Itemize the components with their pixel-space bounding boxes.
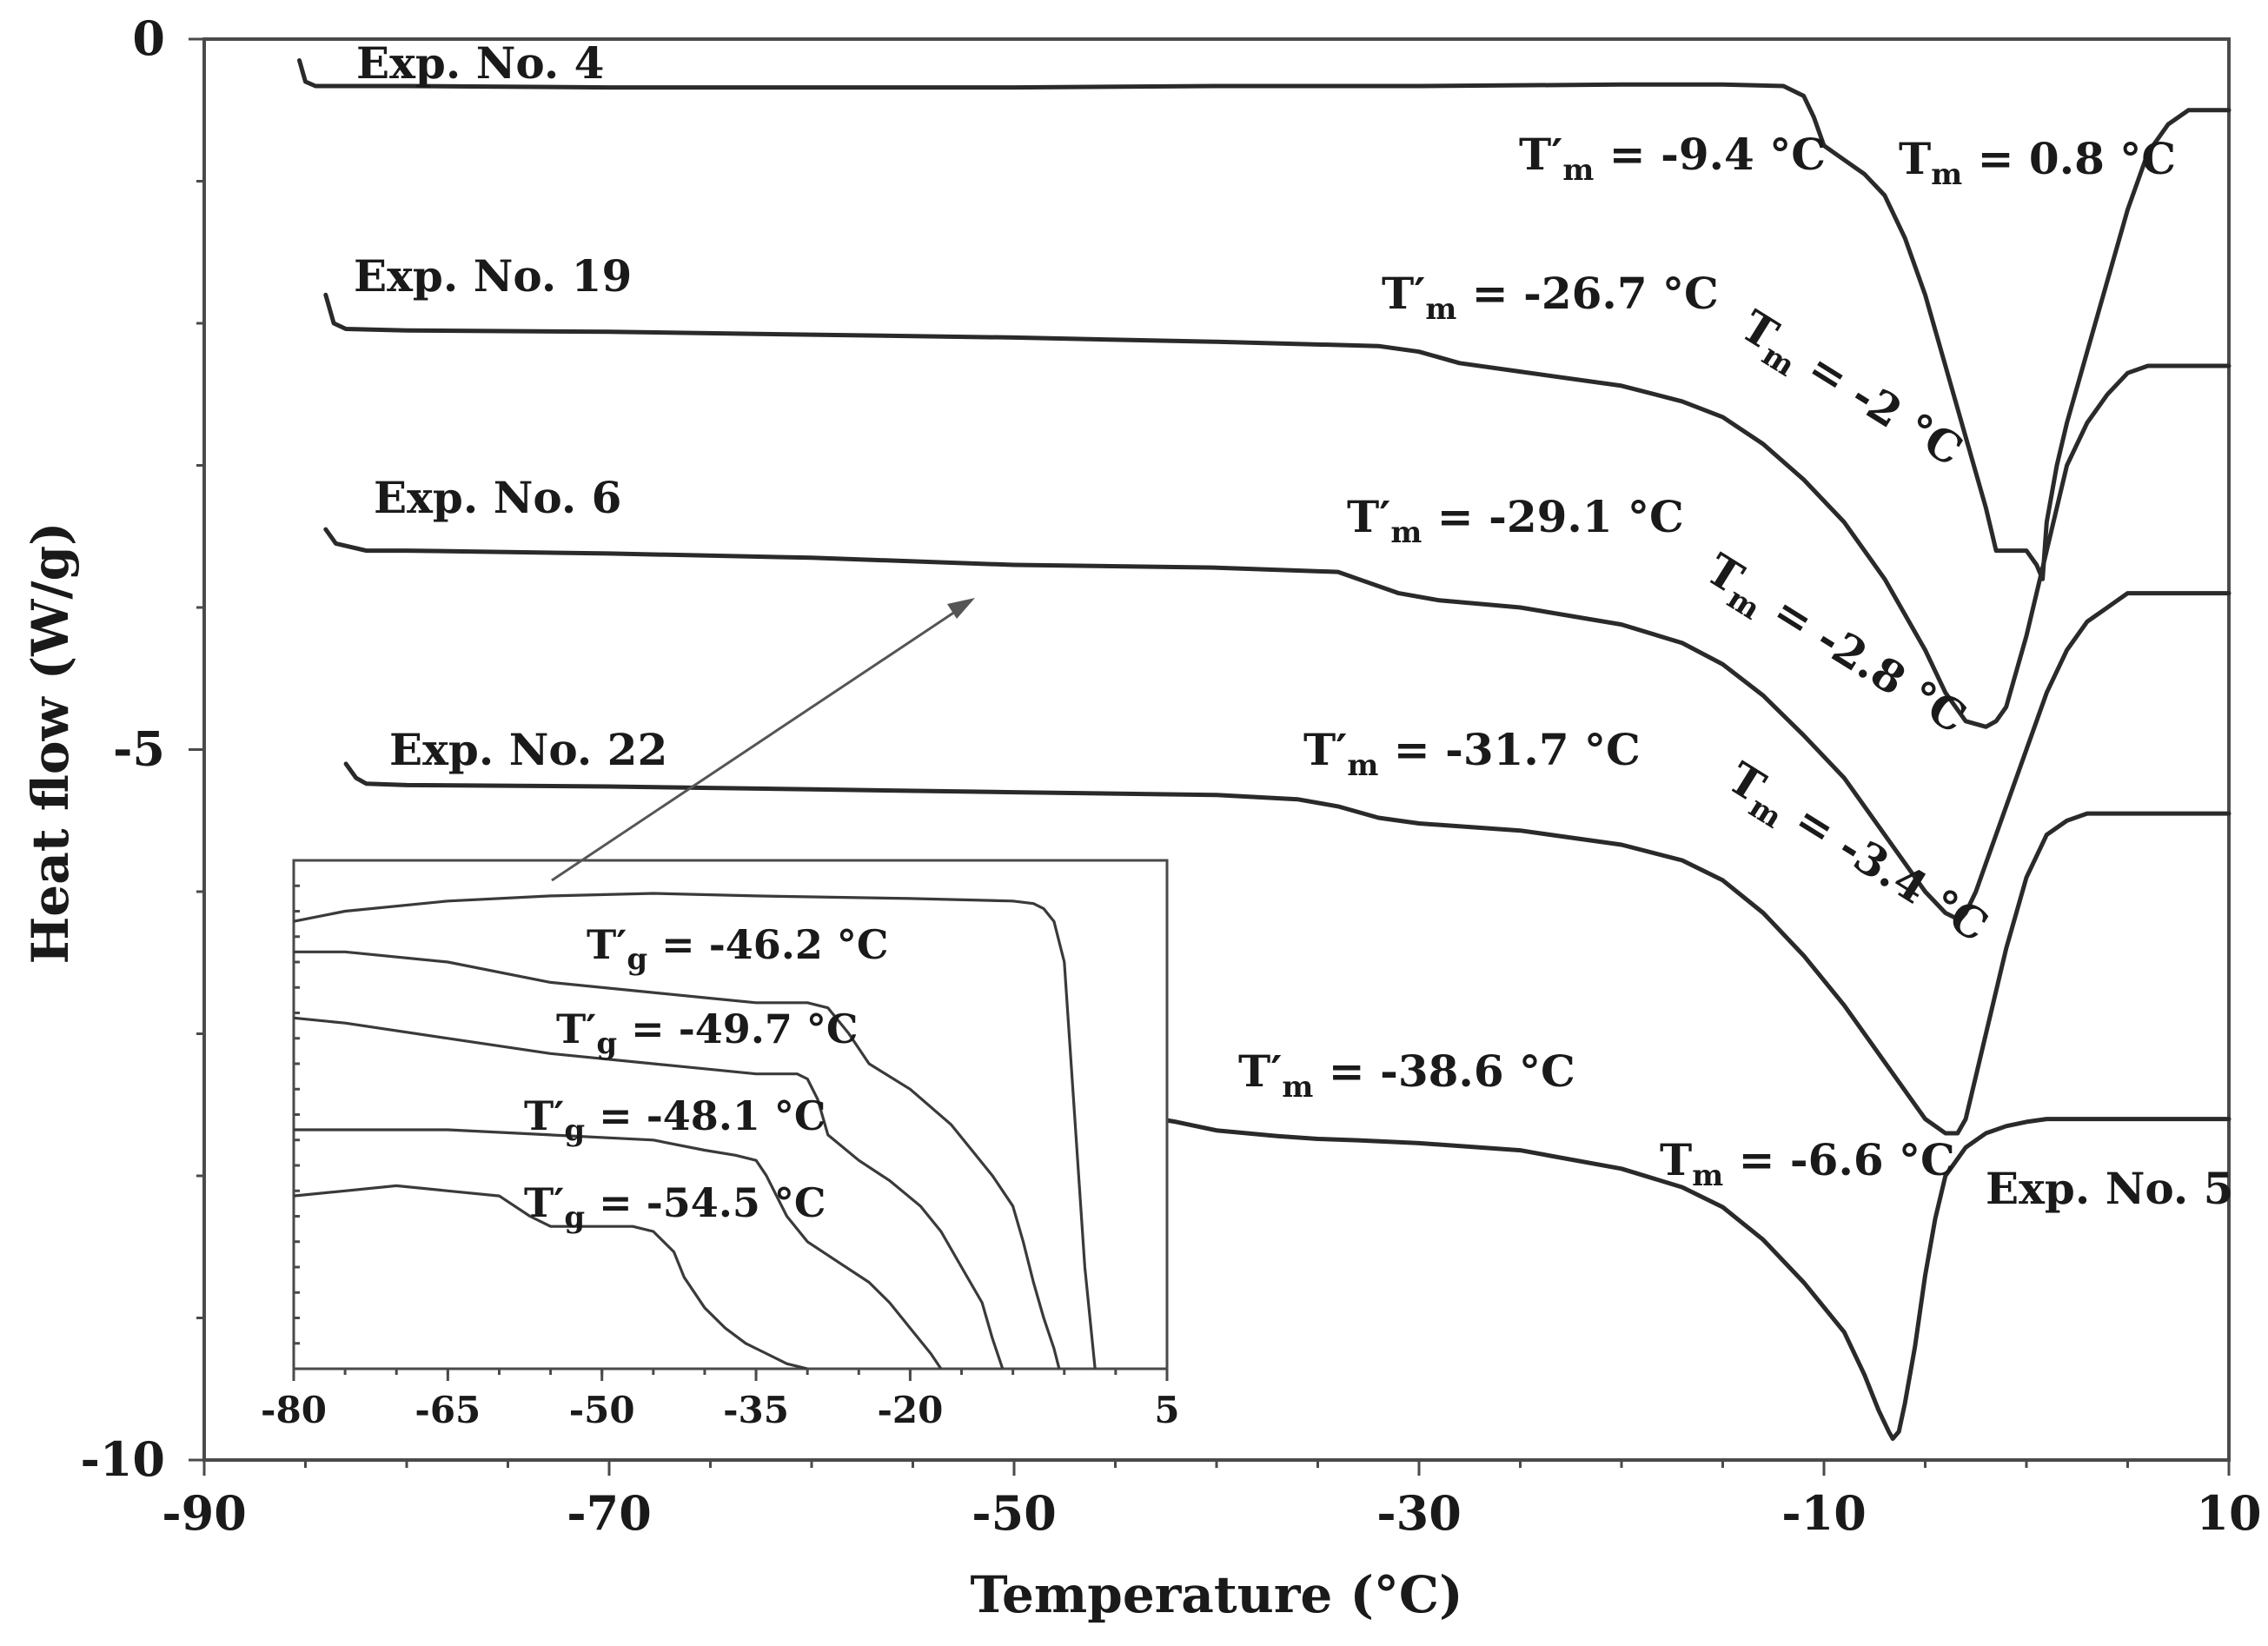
annotation-tg-1: T′g = -46.2 °C [587, 921, 888, 977]
exp-label-19: Exp. No. 19 [354, 250, 632, 302]
inset-background [294, 860, 1167, 1369]
exp-label-5: Exp. No. 5 [1986, 1163, 2233, 1214]
inset-x-tick-label-3: -35 [723, 1389, 789, 1431]
x-tick-label-2: -50 [972, 1485, 1057, 1541]
x-tick-label-3: -30 [1376, 1485, 1462, 1541]
y-tick-label-1: -5 [113, 721, 165, 777]
inset-x-tick-label-4: -20 [877, 1389, 943, 1431]
annotation-tm-prime-6: T′m = -29.1 °C [1347, 491, 1684, 550]
annotation-tm-22: Tm = -3.4 °C [1715, 752, 1997, 959]
inset-series-line-4 [294, 1128, 943, 1370]
y-tick-label-2: -10 [80, 1431, 165, 1487]
inset-x-tick-label-0: -80 [261, 1389, 327, 1431]
series-line-exp-no-4 [297, 58, 2232, 581]
x-tick-label-5: 10 [2196, 1485, 2261, 1541]
x-tick-label-1: -70 [567, 1485, 652, 1541]
series-line-exp-no-22 [343, 761, 2232, 1136]
exp-label-22: Exp. No. 22 [389, 724, 667, 775]
inset-series-line-5 [293, 1184, 808, 1371]
series-line-exp-no-19 [323, 292, 2232, 729]
inset-pointer-arrowhead [947, 598, 975, 619]
annotation-tm-prime-19: T′m = -26.7 °C [1382, 268, 1719, 327]
exp-label-4: Exp. No. 4 [356, 37, 604, 89]
annotation-tg-2: T′g = -49.7 °C [556, 1006, 858, 1061]
inset-series-line-3 [293, 1016, 1005, 1370]
inset-curves [293, 892, 1097, 1371]
annotation-tm-5: Tm = -6.6 °C [1660, 1134, 1955, 1193]
inset-series-line-1 [293, 892, 1097, 1370]
main-tick-labels: -90 -70 -50 -30 -10 10 0 -5 -10 [80, 10, 2261, 1541]
inset-pointer-arrow [551, 607, 961, 882]
inset-x-tick-label-2: -50 [569, 1389, 635, 1431]
series-line-exp-no-6 [323, 527, 2232, 923]
main-ticks [189, 37, 2231, 1476]
annotation-tg-3: T′g = -48.1 °C [524, 1092, 826, 1148]
x-tick-label-0: -90 [162, 1485, 247, 1541]
exp-label-6: Exp. No. 6 [374, 472, 621, 523]
annotation-tm-prime-5: T′m = -38.6 °C [1238, 1045, 1575, 1105]
inset-ticks [292, 859, 1169, 1381]
inset-x-tick-label-5: 5 [1154, 1389, 1179, 1431]
x-tick-label-4: -10 [1781, 1485, 1867, 1541]
inset-series-line-2 [294, 950, 1061, 1370]
inset-x-tick-label-1: -65 [414, 1389, 481, 1431]
main-curves [297, 58, 2232, 1441]
inset-tick-labels: -80 -65 -50 -35 -20 5 [261, 1389, 1180, 1431]
series-line-exp-no-5 [1072, 1102, 2232, 1441]
x-axis-title: Temperature (°C) [970, 1565, 1462, 1624]
y-axis-title: Heat flow (W/g) [21, 521, 80, 964]
annotation-tm-prime-4: T′m = -9.4 °C [1519, 129, 1826, 188]
annotation-tm-6: Tm = -2.8 °C [1694, 543, 1975, 750]
y-tick-label-0: 0 [132, 10, 165, 66]
annotation-tm-prime-22: T′m = -31.7 °C [1303, 724, 1641, 783]
annotation-tm-4: Tm = 0.8 °C [1899, 133, 2176, 192]
annotation-tg-4: T′g = -54.5 °C [524, 1179, 826, 1235]
